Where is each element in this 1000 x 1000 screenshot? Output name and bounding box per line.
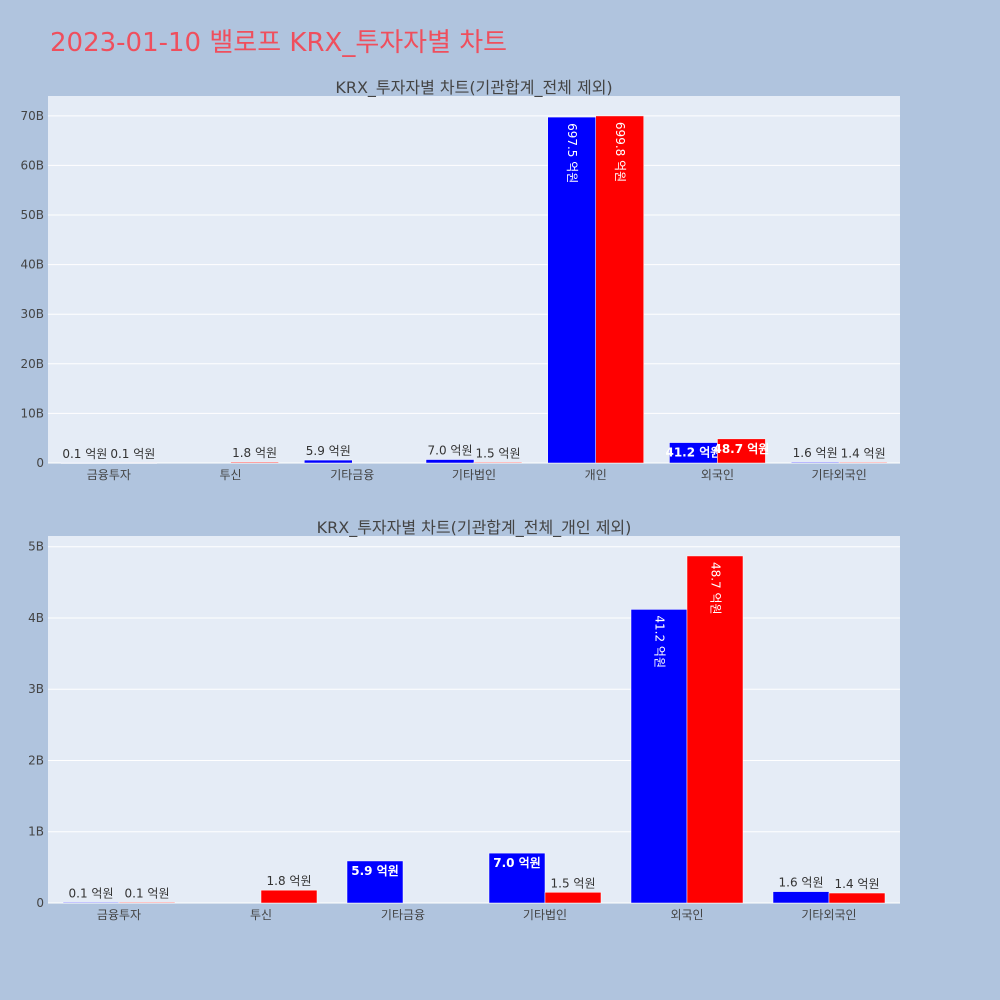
y-tick-label: 20B bbox=[20, 357, 44, 371]
chart-title: KRX_투자자별 차트(기관합계_전체 제외) bbox=[335, 78, 612, 98]
data-label: 1.6 억원 bbox=[793, 446, 838, 460]
data-label: 1.6 억원 bbox=[779, 876, 824, 890]
x-tick-label: 개인 bbox=[585, 468, 607, 482]
y-tick-label: 0 bbox=[36, 896, 44, 910]
buy-bar bbox=[488, 852, 546, 904]
x-tick-label: 외국인 bbox=[670, 908, 703, 922]
y-tick-label: 10B bbox=[20, 406, 44, 420]
buy-bar bbox=[772, 891, 830, 904]
y-tick-label: 50B bbox=[20, 208, 44, 222]
x-tick-label: 투신 bbox=[220, 468, 242, 482]
data-label: 0.1 억원 bbox=[69, 886, 114, 900]
chart-krx-excluding-institutions-individuals: KRX_투자자별 차트(기관합계_전체_개인 제외) 0 1B 2B 3B 4B 5B 금융투… bbox=[28, 518, 900, 922]
sell-bar bbox=[108, 462, 158, 464]
data-label: 0.1 억원 bbox=[125, 886, 170, 900]
buy-bar bbox=[62, 902, 120, 904]
data-label: 48.7 억원 bbox=[713, 442, 769, 456]
data-label: 48.7 억원 bbox=[709, 562, 723, 615]
x-tick-label: 투신 bbox=[250, 908, 272, 922]
x-tick-label: 기타법인 bbox=[523, 908, 567, 922]
page-title: 2023-01-10 밸로프 KRX_투자자별 차트 bbox=[50, 28, 508, 58]
sell-bar bbox=[717, 438, 766, 464]
data-label: 1.4 억원 bbox=[841, 446, 886, 460]
buy-bar bbox=[630, 609, 688, 904]
sell-bar bbox=[686, 555, 744, 904]
data-label: 1.5 억원 bbox=[476, 446, 521, 460]
sell-bar bbox=[118, 902, 176, 904]
y-tick-label: 60B bbox=[20, 158, 44, 172]
buy-bar bbox=[790, 461, 840, 464]
x-tick-label: 기타금융 bbox=[381, 908, 425, 922]
buy-bar bbox=[547, 116, 596, 464]
buy-bar bbox=[346, 860, 404, 904]
y-tick-label: 1B bbox=[28, 825, 44, 839]
x-tick-label: 금융투자 bbox=[97, 908, 141, 922]
sell-bar bbox=[260, 889, 318, 904]
sell-bar bbox=[544, 892, 602, 904]
data-label: 699.8 억원 bbox=[613, 122, 627, 182]
sell-bar bbox=[828, 892, 886, 904]
sell-bar bbox=[473, 462, 523, 464]
data-label: 7.0 억원 bbox=[493, 856, 541, 870]
data-label: 1.4 억원 bbox=[835, 877, 880, 891]
sell-bar bbox=[595, 115, 644, 464]
y-tick-label: 5B bbox=[28, 540, 44, 554]
data-label: 1.8 억원 bbox=[267, 874, 312, 888]
data-label: 5.9 억원 bbox=[351, 864, 399, 878]
x-tick-label: 금융투자 bbox=[87, 468, 131, 482]
buy-bar bbox=[425, 459, 475, 464]
sell-bar bbox=[838, 462, 888, 464]
x-tick-label: 기타외국인 bbox=[812, 468, 867, 482]
y-tick-label: 40B bbox=[20, 258, 44, 272]
y-tick-label: 0 bbox=[36, 456, 44, 470]
y-tick-label: 4B bbox=[28, 611, 44, 625]
buy-bar bbox=[304, 459, 353, 464]
y-tick-label: 3B bbox=[28, 682, 44, 696]
chart-title: KRX_투자자별 차트(기관합계_전체_개인 제외) bbox=[317, 518, 632, 538]
y-tick-label: 30B bbox=[20, 307, 44, 321]
data-label: 41.2 억원 bbox=[653, 615, 667, 668]
data-label: 697.5 억원 bbox=[565, 123, 579, 183]
x-tick-label: 기타법인 bbox=[452, 468, 496, 482]
buy-bar bbox=[60, 462, 110, 464]
data-label: 0.1 억원 bbox=[62, 447, 107, 461]
x-tick-label: 외국인 bbox=[701, 468, 734, 482]
data-label: 41.2 억원 bbox=[665, 446, 721, 460]
data-label: 7.0 억원 bbox=[428, 444, 473, 458]
data-label: 1.5 억원 bbox=[551, 876, 596, 890]
data-label: 5.9 억원 bbox=[306, 444, 351, 458]
x-tick-label: 기타금융 bbox=[330, 468, 374, 482]
plot-area bbox=[48, 536, 900, 903]
data-label: 1.8 억원 bbox=[232, 446, 277, 460]
data-label: 0.1 억원 bbox=[110, 447, 155, 461]
plot-area bbox=[48, 96, 900, 463]
chart-krx-excluding-institutions: KRX_투자자별 차트(기관합계_전체 제외) 0 10B 20B 30B 40B 50B 6… bbox=[20, 78, 900, 482]
y-tick-label: 2B bbox=[28, 753, 44, 767]
sell-bar bbox=[230, 461, 279, 464]
x-tick-label: 기타외국인 bbox=[801, 908, 856, 922]
y-tick-label: 70B bbox=[20, 109, 44, 123]
